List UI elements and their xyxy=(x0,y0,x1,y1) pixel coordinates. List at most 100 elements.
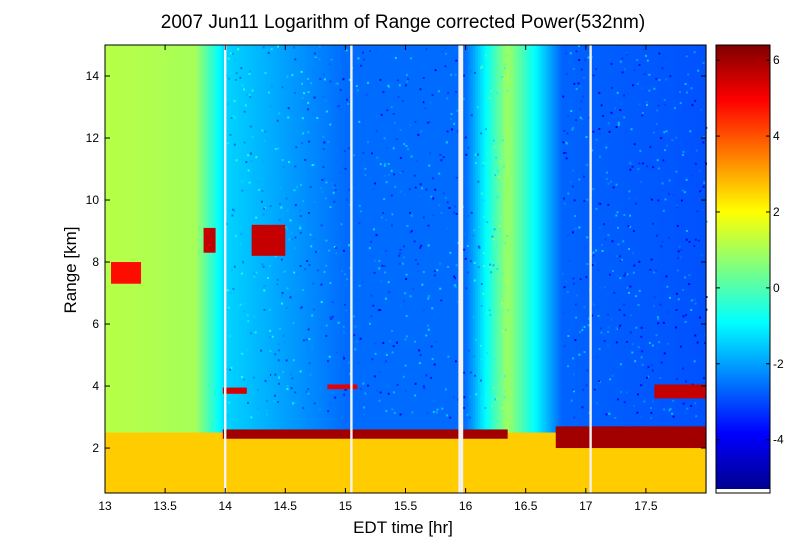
x-tick-label: 14 xyxy=(219,499,233,513)
heatmap-noise-cell xyxy=(262,213,265,216)
heatmap-noise-cell xyxy=(372,228,375,231)
heatmap-noise-cell xyxy=(299,231,302,234)
heatmap-noise-cell xyxy=(404,84,407,87)
heatmap-noise-cell xyxy=(249,125,252,128)
heatmap-noise-cell xyxy=(478,246,481,249)
heatmap-noise-cell xyxy=(675,326,678,329)
heatmap-noise-cell xyxy=(469,395,472,398)
heatmap-noise-cell xyxy=(430,195,433,198)
heatmap-noise-cell xyxy=(416,262,419,265)
heatmap-column xyxy=(205,45,209,493)
heatmap-noise-cell xyxy=(632,252,635,255)
heatmap-noise-cell xyxy=(286,385,289,388)
heatmap-noise-cell xyxy=(682,289,685,292)
heatmap-noise-cell xyxy=(504,63,507,66)
heatmap-cloud-cell xyxy=(555,426,706,449)
heatmap-noise-cell xyxy=(563,129,566,132)
heatmap-noise-cell xyxy=(572,277,575,280)
heatmap-noise-cell xyxy=(472,355,475,358)
heatmap-noise-cell xyxy=(503,396,506,399)
heatmap-noise-cell xyxy=(620,258,623,261)
heatmap-noise-cell xyxy=(599,202,602,205)
heatmap-noise-cell xyxy=(446,130,449,133)
heatmap-noise-cell xyxy=(319,77,322,80)
heatmap-noise-cell xyxy=(353,334,356,337)
heatmap-noise-cell xyxy=(578,226,581,229)
heatmap-column xyxy=(249,45,253,493)
heatmap-column xyxy=(196,45,200,493)
heatmap-noise-cell xyxy=(648,341,651,344)
heatmap-noise-cell xyxy=(233,265,236,268)
heatmap-column xyxy=(679,45,683,493)
heatmap-noise-cell xyxy=(391,351,394,354)
heatmap-noise-cell xyxy=(304,158,307,161)
heatmap-noise-cell xyxy=(577,366,580,369)
heatmap-noise-cell xyxy=(474,153,477,156)
heatmap-column xyxy=(619,45,623,493)
heatmap-noise-cell xyxy=(702,185,705,188)
heatmap-noise-cell xyxy=(623,274,626,277)
heatmap-noise-cell xyxy=(279,187,282,190)
heatmap-noise-cell xyxy=(475,151,478,154)
heatmap-noise-cell xyxy=(308,362,311,365)
heatmap-noise-cell xyxy=(306,260,309,263)
heatmap-noise-cell xyxy=(393,121,396,124)
heatmap-column xyxy=(686,45,690,493)
heatmap-noise-cell xyxy=(384,360,387,363)
heatmap-noise-cell xyxy=(345,49,348,52)
heatmap-noise-cell xyxy=(343,273,346,276)
heatmap-noise-cell xyxy=(506,54,509,57)
heatmap-noise-cell xyxy=(392,112,395,115)
heatmap-column xyxy=(321,45,325,493)
heatmap-noise-cell xyxy=(230,72,233,75)
heatmap-noise-cell xyxy=(417,133,420,136)
heatmap-noise-cell xyxy=(567,365,570,368)
heatmap-noise-cell xyxy=(303,92,306,95)
x-tick-label: 16.5 xyxy=(514,499,538,513)
heatmap-noise-cell xyxy=(595,402,598,405)
heatmap-noise-cell xyxy=(231,269,234,272)
heatmap-noise-cell xyxy=(344,388,347,391)
heatmap-noise-cell xyxy=(241,180,244,183)
heatmap-column xyxy=(585,45,589,493)
heatmap-noise-cell xyxy=(249,332,252,335)
heatmap-noise-cell xyxy=(436,408,439,411)
heatmap-noise-cell xyxy=(383,197,386,200)
heatmap-column xyxy=(609,45,613,493)
heatmap-column xyxy=(318,45,322,493)
heatmap-noise-cell xyxy=(299,209,302,212)
heatmap-noise-cell xyxy=(301,82,304,85)
heatmap-gap-column xyxy=(223,45,227,493)
heatmap-noise-cell xyxy=(467,146,470,149)
heatmap-noise-cell xyxy=(269,308,272,311)
heatmap-noise-cell xyxy=(334,184,337,187)
heatmap-noise-cell xyxy=(290,373,293,376)
heatmap-noise-cell xyxy=(343,393,346,396)
heatmap-noise-cell xyxy=(616,99,619,102)
heatmap-column xyxy=(629,45,633,493)
y-tick-label: 10 xyxy=(86,193,100,207)
heatmap-noise-cell xyxy=(286,388,289,391)
heatmap-noise-cell xyxy=(307,108,310,111)
heatmap-noise-cell xyxy=(640,326,643,329)
heatmap-noise-cell xyxy=(595,386,598,389)
heatmap-noise-cell xyxy=(442,71,445,74)
heatmap-noise-cell xyxy=(499,216,502,219)
heatmap-noise-cell xyxy=(611,374,614,377)
heatmap-noise-cell xyxy=(469,70,472,73)
heatmap-noise-cell xyxy=(392,391,395,394)
heatmap-noise-cell xyxy=(572,373,575,376)
heatmap-noise-cell xyxy=(397,96,400,99)
heatmap-noise-cell xyxy=(586,198,589,201)
heatmap-noise-cell xyxy=(292,322,295,325)
heatmap-noise-cell xyxy=(404,389,407,392)
heatmap-noise-cell xyxy=(492,264,495,267)
heatmap-noise-cell xyxy=(624,68,627,71)
heatmap-noise-cell xyxy=(410,155,413,158)
heatmap-column xyxy=(275,45,279,493)
heatmap-noise-cell xyxy=(270,86,273,89)
heatmap-noise-cell xyxy=(597,380,600,383)
heatmap-noise-cell xyxy=(419,88,422,91)
heatmap-noise-cell xyxy=(442,192,445,195)
heatmap-noise-cell xyxy=(592,74,595,77)
